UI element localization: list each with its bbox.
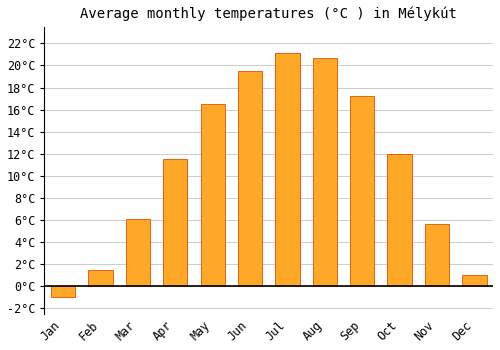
Bar bbox=[462, 275, 486, 286]
Bar bbox=[276, 53, 299, 286]
Bar bbox=[425, 224, 449, 286]
Bar bbox=[350, 96, 374, 286]
Bar bbox=[51, 286, 76, 297]
Bar bbox=[388, 154, 411, 286]
Bar bbox=[126, 219, 150, 286]
Bar bbox=[200, 104, 225, 286]
Bar bbox=[88, 270, 112, 286]
Bar bbox=[238, 71, 262, 286]
Bar bbox=[163, 159, 188, 286]
Bar bbox=[312, 58, 337, 286]
Title: Average monthly temperatures (°C ) in Mélykút: Average monthly temperatures (°C ) in Mé… bbox=[80, 7, 457, 21]
